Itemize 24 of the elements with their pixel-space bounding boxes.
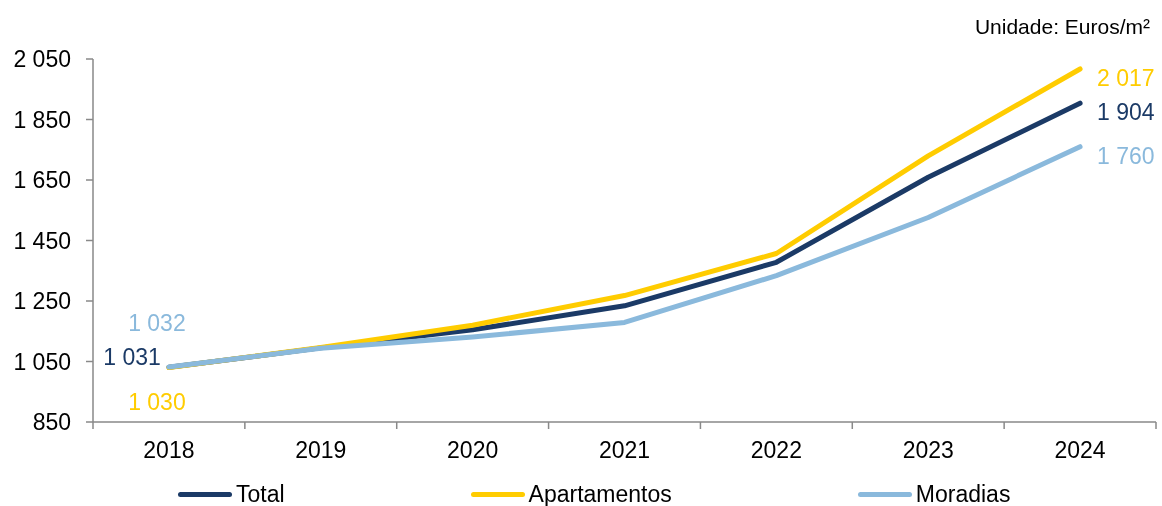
x-tick-label: 2019 [295,437,347,463]
text: Unidade: Euros/m² [974,14,1150,40]
legend-label: Total [236,481,285,506]
data-label: 1 904 [1097,99,1155,126]
x-tick-label: 2022 [750,437,802,463]
data-label: 1 032 [128,309,186,336]
y-tick-label: 1 250 [13,288,71,315]
y-tick-label: 1 850 [13,106,71,133]
x-tick-label: 2021 [598,437,651,463]
data-label: 1 030 [128,388,186,415]
x-tick-label: 2018 [143,437,195,463]
data-label: 2 017 [1097,64,1155,91]
x-tick-label: 2023 [902,437,954,463]
y-tick-label: 1 450 [13,227,71,254]
data-label: 1 760 [1097,142,1155,169]
x-tick-label: 2024 [1054,437,1106,463]
y-tick-label: 1 050 [13,348,71,375]
y-tick-label: 1 650 [13,167,71,194]
x-tick-label: 2020 [447,437,499,463]
y-tick-label: 2 050 [13,46,71,73]
data-label: 1 031 [103,344,161,371]
y-tick-label: 850 [32,409,71,436]
legend-label: Apartamentos [528,481,672,506]
legend-label: Moradias [915,481,1011,506]
